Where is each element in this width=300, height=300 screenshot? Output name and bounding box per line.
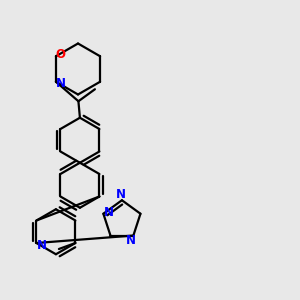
Text: N: N <box>125 234 135 248</box>
Text: N: N <box>116 188 125 201</box>
Text: N: N <box>37 239 47 252</box>
Text: O: O <box>55 48 65 61</box>
Text: N: N <box>56 77 66 90</box>
Text: N: N <box>104 206 114 219</box>
